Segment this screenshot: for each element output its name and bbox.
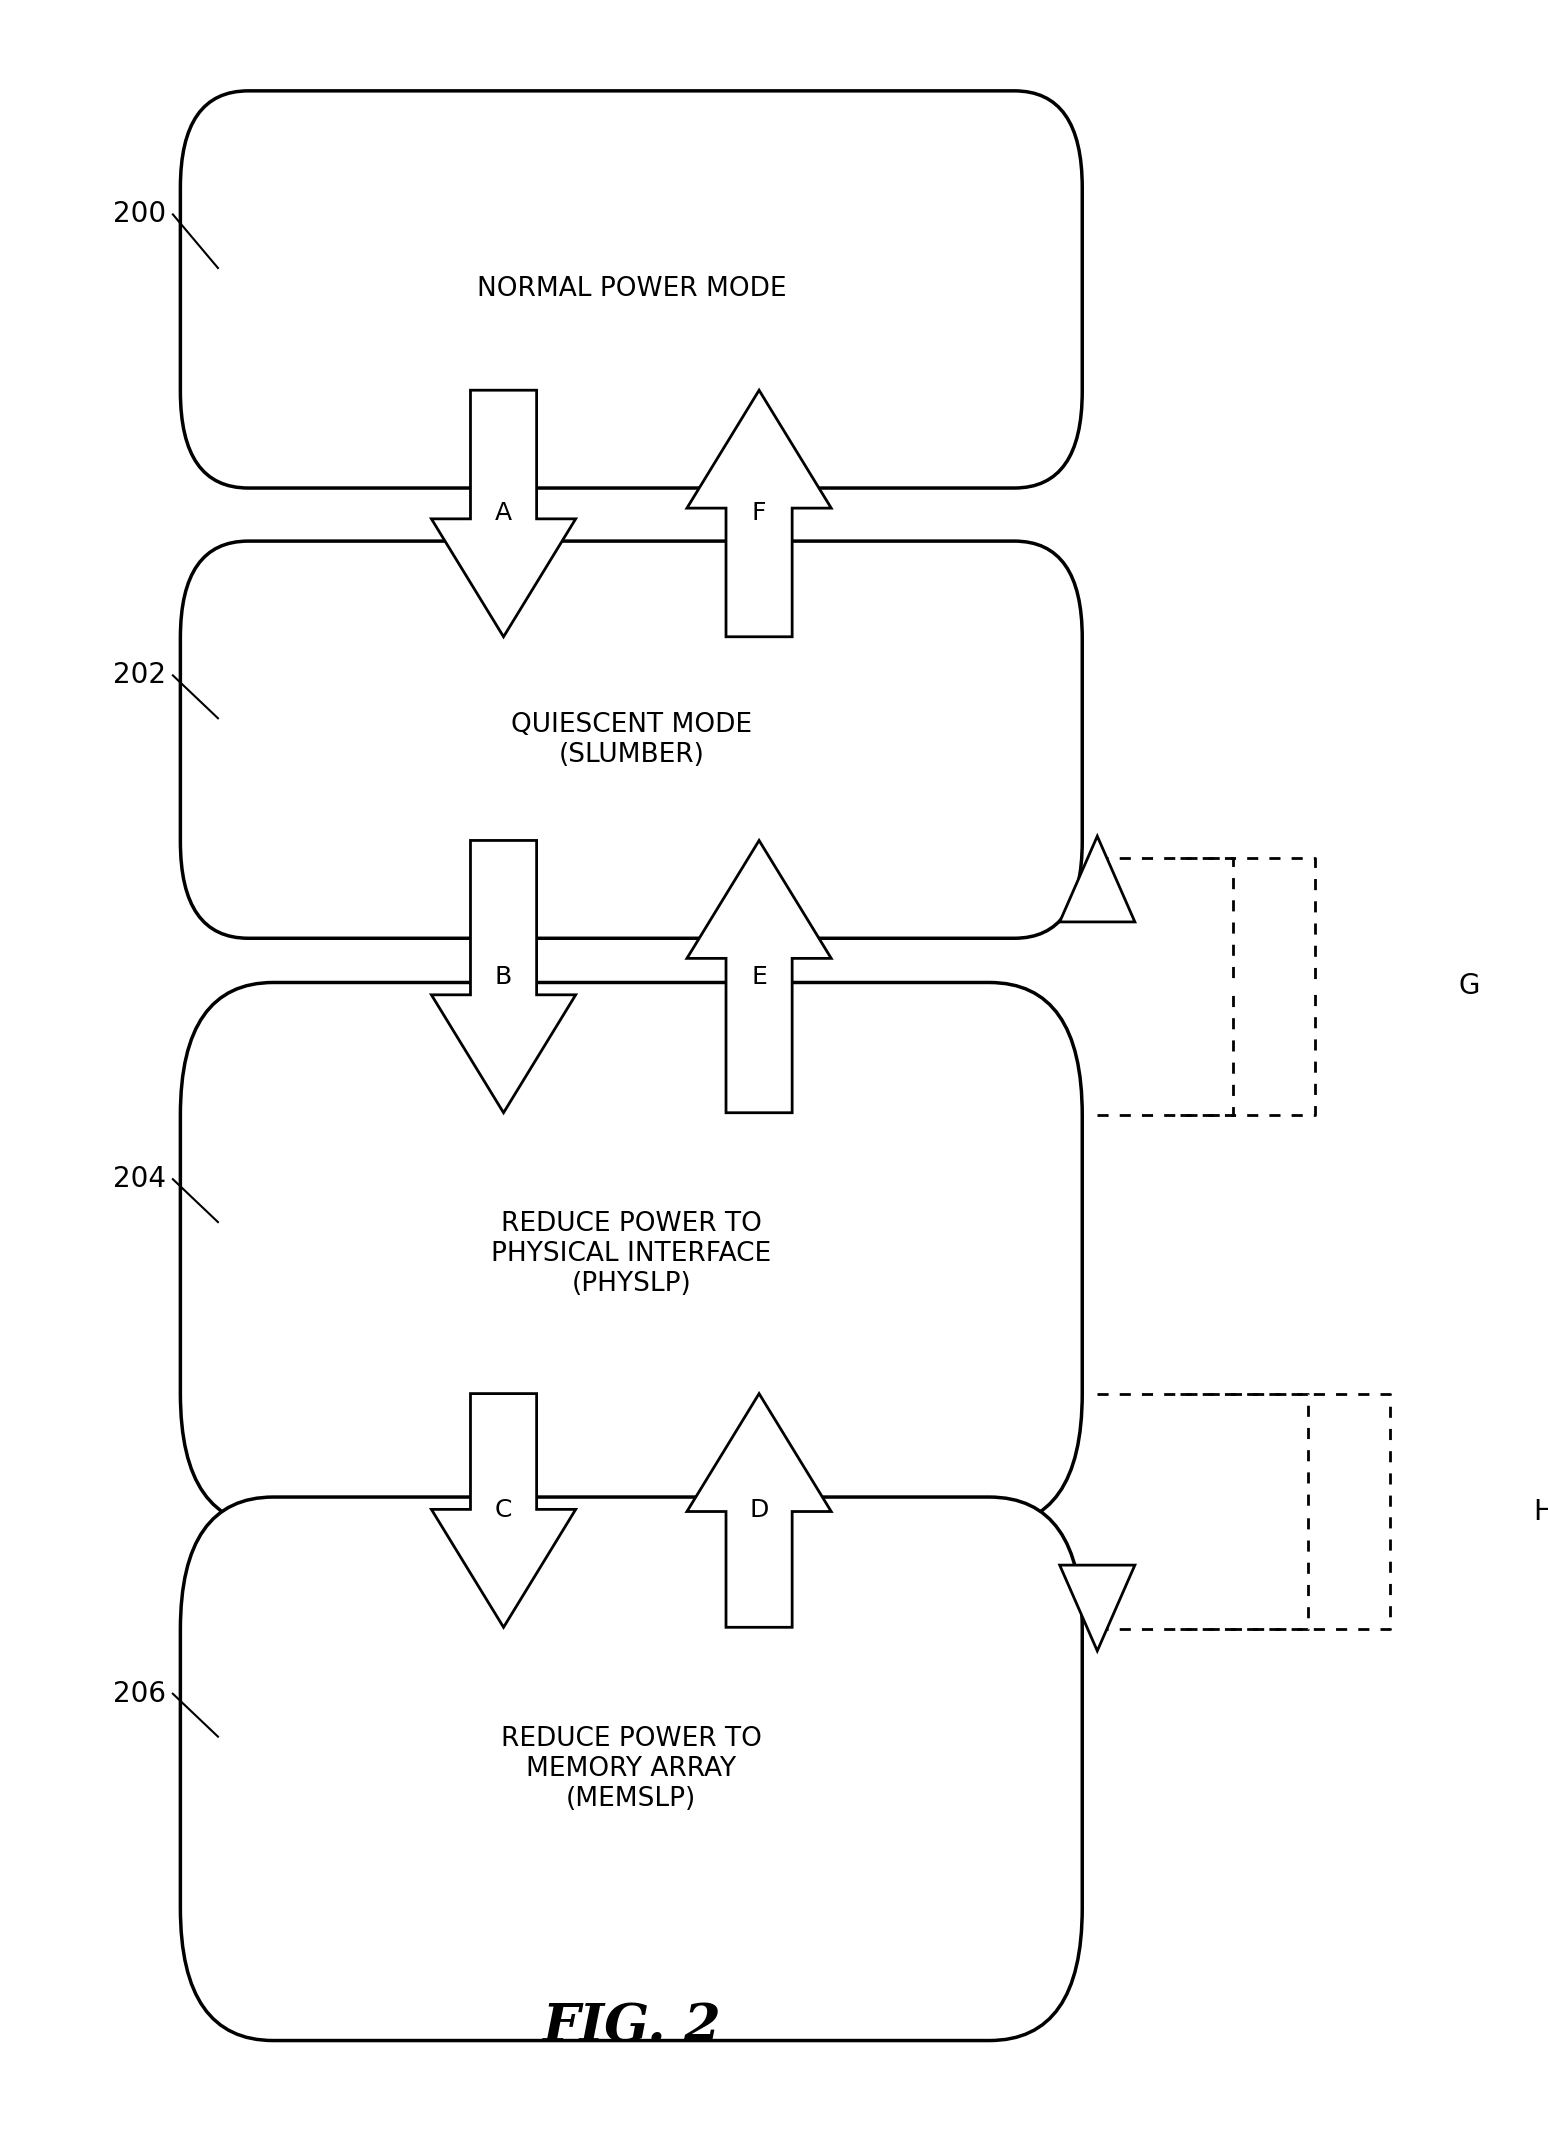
Text: REDUCE POWER TO
MEMORY ARRAY
(MEMSLP): REDUCE POWER TO MEMORY ARRAY (MEMSLP)	[502, 1726, 762, 1812]
Text: F: F	[752, 502, 766, 525]
Text: C: C	[495, 1499, 512, 1522]
Polygon shape	[432, 390, 576, 637]
Text: 200: 200	[113, 199, 166, 229]
FancyBboxPatch shape	[181, 90, 1082, 489]
Text: D: D	[749, 1499, 769, 1522]
Text: FIG. 2: FIG. 2	[542, 2000, 721, 2052]
Text: A: A	[495, 502, 512, 525]
Polygon shape	[432, 1394, 576, 1627]
Text: E: E	[751, 965, 766, 988]
Polygon shape	[687, 840, 831, 1113]
Text: REDUCE POWER TO
PHYSICAL INTERFACE
(PHYSLP): REDUCE POWER TO PHYSICAL INTERFACE (PHYS…	[491, 1211, 771, 1297]
Text: 204: 204	[113, 1164, 166, 1194]
Text: G: G	[1458, 971, 1480, 1001]
Text: 202: 202	[113, 660, 166, 690]
Text: B: B	[495, 965, 512, 988]
FancyBboxPatch shape	[181, 540, 1082, 939]
FancyBboxPatch shape	[181, 982, 1082, 1527]
Polygon shape	[1060, 836, 1135, 922]
Polygon shape	[687, 1394, 831, 1627]
Text: 206: 206	[113, 1679, 166, 1709]
Text: NORMAL POWER MODE: NORMAL POWER MODE	[477, 277, 786, 302]
Polygon shape	[1060, 1565, 1135, 1651]
Text: QUIESCENT MODE
(SLUMBER): QUIESCENT MODE (SLUMBER)	[511, 712, 752, 768]
Polygon shape	[687, 390, 831, 637]
FancyBboxPatch shape	[181, 1497, 1082, 2041]
Text: H: H	[1533, 1497, 1548, 1527]
Polygon shape	[432, 840, 576, 1113]
